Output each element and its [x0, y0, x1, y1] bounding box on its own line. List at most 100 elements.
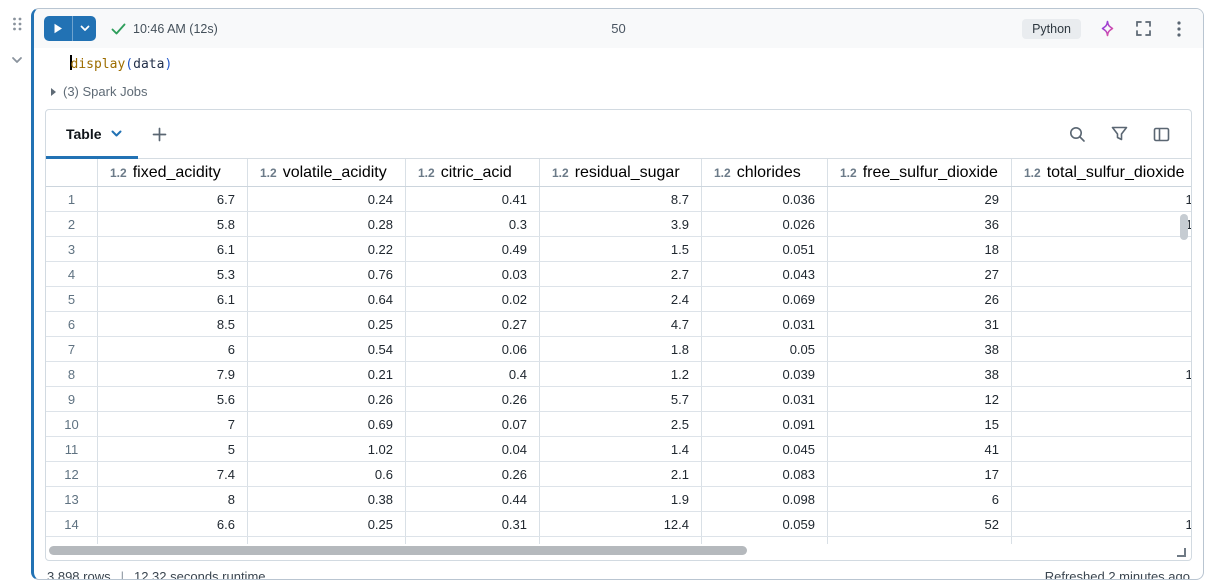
resize-corner-icon[interactable] — [1177, 548, 1186, 557]
table-cell[interactable]: 0.06 — [406, 337, 540, 361]
table-cell[interactable]: 38 — [828, 337, 1012, 361]
cell-menu-kebab-icon[interactable] — [1169, 19, 1189, 39]
column-header-volatile_acidity[interactable]: 1.2 volatile_acidity — [248, 159, 406, 186]
table-cell[interactable]: 0.4 — [406, 362, 540, 386]
table-cell[interactable]: 1 — [1012, 487, 1191, 511]
table-cell[interactable]: 6 — [828, 487, 1012, 511]
table-cell[interactable]: 0.22 — [248, 237, 406, 261]
columns-panel-icon[interactable] — [1151, 124, 1171, 144]
table-cell[interactable]: 0.21 — [248, 362, 406, 386]
table-cell[interactable]: 6.1 — [98, 237, 248, 261]
column-header-fixed_acidity[interactable]: 1.2 fixed_acidity — [98, 159, 248, 186]
table-cell[interactable]: 7 — [98, 412, 248, 436]
table-cell[interactable]: 0.059 — [702, 512, 828, 536]
table-cell[interactable]: 26 — [828, 287, 1012, 311]
table-cell[interactable]: 0.036 — [702, 187, 828, 211]
table-cell[interactable]: 0.25 — [248, 312, 406, 336]
table-cell[interactable]: 1.8 — [540, 337, 702, 361]
table-cell[interactable]: 0.44 — [406, 487, 540, 511]
table-cell[interactable]: 52 — [828, 512, 1012, 536]
table-cell[interactable]: 6.1 — [98, 287, 248, 311]
table-cell[interactable]: 6.7 — [98, 187, 248, 211]
language-selector[interactable]: Python — [1022, 18, 1081, 39]
table-cell[interactable]: 0.07 — [406, 412, 540, 436]
table-cell[interactable]: 1.9 — [540, 487, 702, 511]
table-cell[interactable]: 5.7 — [540, 387, 702, 411]
table-cell[interactable]: 0.69 — [248, 412, 406, 436]
table-cell[interactable]: 27 — [828, 262, 1012, 286]
table-cell[interactable]: 0.05 — [702, 337, 828, 361]
table-cell[interactable]: 5.3 — [98, 262, 248, 286]
table-cell[interactable]: 5.8 — [98, 212, 248, 236]
table-cell[interactable]: 2 — [1012, 412, 1191, 436]
table-cell[interactable]: 5 — [98, 437, 248, 461]
table-cell[interactable]: 8 — [1012, 437, 1191, 461]
table-cell[interactable]: 0.083 — [702, 462, 828, 486]
column-header-total_sulfur_dioxide[interactable]: 1.2 total_sulfur_dioxide — [1012, 159, 1191, 186]
table-cell[interactable]: 3.9 — [540, 212, 702, 236]
table-cell[interactable]: 8 — [1012, 237, 1191, 261]
collapse-cell-chevron-icon[interactable] — [7, 50, 27, 70]
table-cell[interactable]: 0.49 — [406, 237, 540, 261]
table-cell[interactable]: 1.5 — [540, 237, 702, 261]
table-cell[interactable]: 0.098 — [702, 487, 828, 511]
table-cell[interactable]: 29 — [828, 187, 1012, 211]
table-cell[interactable]: 0.039 — [702, 362, 828, 386]
table-cell[interactable]: 8 — [1012, 387, 1191, 411]
table-cell[interactable]: 6.6 — [98, 512, 248, 536]
run-cell-button[interactable] — [44, 16, 96, 41]
table-cell[interactable]: 0.04 — [406, 437, 540, 461]
table-cell[interactable]: 18 — [1012, 512, 1191, 536]
table-cell[interactable]: 0.3 — [406, 212, 540, 236]
table-cell[interactable]: 0.02 — [406, 287, 540, 311]
code-editor[interactable]: display(data) — [34, 48, 1203, 78]
table-cell[interactable]: 0.031 — [702, 387, 828, 411]
table-cell[interactable]: 2.4 — [540, 287, 702, 311]
play-icon[interactable] — [44, 16, 72, 41]
add-visualization-button[interactable] — [150, 124, 170, 144]
table-cell[interactable]: 0.28 — [248, 212, 406, 236]
table-cell[interactable]: 7.4 — [98, 462, 248, 486]
column-header-residual_sugar[interactable]: 1.2 residual_sugar — [540, 159, 702, 186]
assistant-sparkle-icon[interactable] — [1097, 19, 1117, 39]
table-cell[interactable]: 9 — [1012, 312, 1191, 336]
table-cell[interactable]: 0.31 — [406, 512, 540, 536]
tab-options-chevron-icon[interactable] — [110, 127, 124, 141]
table-cell[interactable]: 1.4 — [540, 437, 702, 461]
table-cell[interactable]: 2.5 — [540, 412, 702, 436]
table-cell[interactable]: 9 — [1012, 262, 1191, 286]
spark-jobs-toggle[interactable]: (3) Spark Jobs — [34, 78, 1203, 105]
table-cell[interactable]: 38 — [828, 362, 1012, 386]
table-cell[interactable]: 2.1 — [540, 462, 702, 486]
table-cell[interactable]: 6 — [98, 337, 248, 361]
drag-grip-icon[interactable] — [7, 14, 27, 34]
table-cell[interactable]: 12 — [828, 387, 1012, 411]
table-cell[interactable]: 7.9 — [98, 362, 248, 386]
table-cell[interactable]: 0.54 — [248, 337, 406, 361]
table-cell[interactable]: 17 — [828, 462, 1012, 486]
horizontal-scrollbar[interactable] — [49, 546, 748, 555]
table-cell[interactable]: 0.26 — [406, 387, 540, 411]
table-cell[interactable]: 0.031 — [702, 312, 828, 336]
table-cell[interactable]: 0.76 — [248, 262, 406, 286]
table-cell[interactable]: 18 — [828, 237, 1012, 261]
table-cell[interactable]: 41 — [828, 437, 1012, 461]
column-header-chlorides[interactable]: 1.2 chlorides — [702, 159, 828, 186]
table-cell[interactable]: 8.7 — [540, 187, 702, 211]
table-cell[interactable]: 4.7 — [540, 312, 702, 336]
table-cell[interactable]: 0.043 — [702, 262, 828, 286]
table-cell[interactable]: 0.6 — [248, 462, 406, 486]
table-cell[interactable]: 36 — [828, 212, 1012, 236]
table-cell[interactable]: 14 — [1012, 187, 1191, 211]
tab-table[interactable]: Table — [46, 110, 138, 159]
table-cell[interactable]: 8.5 — [98, 312, 248, 336]
filter-icon[interactable] — [1109, 124, 1129, 144]
table-cell[interactable]: 0.045 — [702, 437, 828, 461]
table-cell[interactable]: 0.38 — [248, 487, 406, 511]
table-cell[interactable]: 0.24 — [248, 187, 406, 211]
table-cell[interactable]: 15 — [828, 412, 1012, 436]
column-header-citric_acid[interactable]: 1.2 citric_acid — [406, 159, 540, 186]
search-icon[interactable] — [1067, 124, 1087, 144]
table-cell[interactable]: 0.069 — [702, 287, 828, 311]
table-cell[interactable]: 31 — [828, 312, 1012, 336]
